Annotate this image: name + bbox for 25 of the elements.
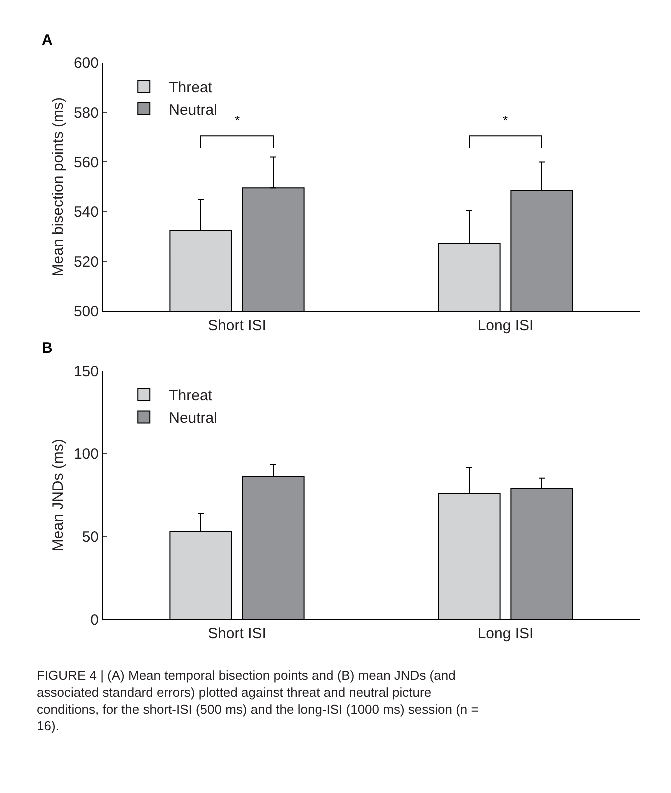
y-tick-label: 0 [90,612,99,629]
chart-title: B [42,340,53,357]
y-tick-label: 150 [74,363,99,380]
y-tick-label: 50 [82,528,99,546]
x-tick-label: Long ISI [478,626,534,643]
annotation: * [235,113,240,128]
annotation: * [503,113,508,128]
x-tick-label: Long ISI [478,317,534,334]
chart-title: A [42,32,53,49]
x-tick-label: Short ISI [208,317,266,334]
y-tick-label: 600 [74,55,99,72]
legend-label: Neutral [169,102,218,119]
legend-label: Neutral [169,410,218,428]
y-tick-label: 100 [74,446,99,464]
y-tick-label: 540 [74,204,99,222]
x-tick-label: Short ISI [208,626,266,643]
y-axis-title: Mean bisection points (ms) [50,97,68,277]
y-tick-label: 520 [74,254,99,271]
legend-label: Threat [169,79,214,96]
y-axis-title: Mean JNDs (ms) [50,439,68,552]
y-tick-label: 560 [74,154,99,172]
y-tick-label: 580 [74,104,99,122]
legend-label: Threat [169,388,214,405]
y-tick-label: 500 [74,304,99,321]
caption: FIGURE 4 | (A) Mean temporal bisection points and (B) mean JNDs (and associated standard errors) plotted against threat and neutral picture conditions, for the short-ISI (500 ms) and the long-ISI (1000 ms) session (n = 16). [37,668,479,734]
